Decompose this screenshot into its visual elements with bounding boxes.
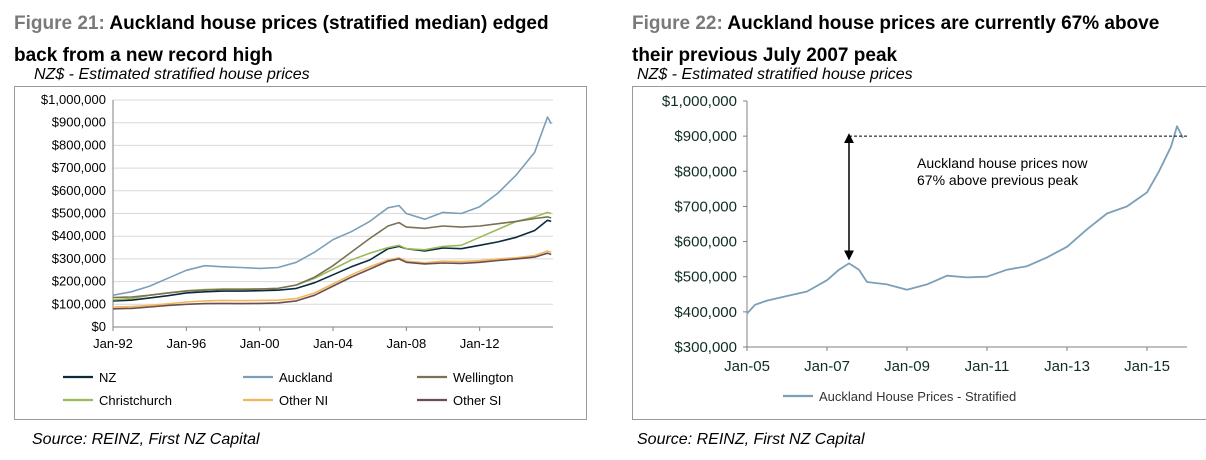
figure-22-chart: $300,000 $400,000 $500,000 $600,000 $700,000… [662,93,1187,404]
y-tick-label: $1,000,000 [662,93,737,110]
y-tick-label: $500,000 [52,206,106,221]
figure-22-number: Figure 22: [632,13,723,34]
x-tick-label: Jan-15 [1124,358,1170,375]
x-tick-label: Jan-08 [386,336,426,351]
series-line-auckland [746,125,1184,315]
legend-label-christchurch: Christchurch [99,393,172,408]
x-tick-label: Jan-11 [965,358,1010,375]
y-tick-label: $100,000 [52,296,106,311]
legend-label-auckland: Auckland House Prices - Stratified [819,389,1016,404]
y-tick-label: $0 [92,319,106,334]
y-tick-label: $900,000 [674,128,737,145]
figure-22-subtitle: NZ$ - Estimated stratified house prices [637,66,913,83]
y-tick-label: $300,000 [52,251,106,266]
x-tick-label: Jan-92 [93,336,133,351]
annotation-line-1: Auckland house prices now [917,155,1088,171]
legend-label-wellington: Wellington [453,370,513,385]
annotation-line-2: 67% above previous peak [917,172,1079,188]
y-tick-label: $400,000 [674,304,737,321]
y-tick-label: $700,000 [52,160,106,175]
figure-21-heading: Auckland house prices (stratified median… [14,13,549,66]
y-tick-label: $800,000 [52,137,106,152]
y-tick-label: $700,000 [674,198,737,215]
figure-21-chart: $0 $100,000 $200,000 $300,000 $400,000 $500,0… [41,92,553,408]
x-tick-label: Jan-96 [166,336,206,351]
x-tick-label: Jan-09 [884,358,930,375]
legend-label-other-ni: Other NI [279,393,328,408]
figure-21-source: Source: REINZ, First NZ Capital [32,431,260,448]
figure-21-subtitle: NZ$ - Estimated stratified house prices [34,66,310,83]
y-tick-label: $500,000 [674,269,737,286]
figure-21-title: Figure 21: Auckland house prices (strati… [14,8,594,72]
legend-label-nz: NZ [99,370,116,385]
series-line-wellington [112,216,552,299]
x-tick-label: Jan-04 [313,336,353,351]
y-tick-label: $800,000 [674,163,737,180]
figure-21-chart-box: $0 $100,000 $200,000 $300,000 $400,000 $500,0… [14,86,587,420]
figure-21-panel: Figure 21: Auckland house prices (strati… [0,0,600,460]
legend-label-other-si: Other SI [453,393,501,408]
x-tick-label: Jan-07 [804,358,850,375]
x-tick-label: Jan-05 [724,358,770,375]
y-tick-label: $200,000 [52,274,106,289]
x-tick-label: Jan-12 [460,336,500,351]
figure-22-heading: Auckland house prices are currently 67% … [632,13,1160,66]
figure-22-chart-box: $300,000 $400,000 $500,000 $600,000 $700,000… [632,86,1206,420]
legend-label-auckland: Auckland [279,370,332,385]
series-line-auckland [112,116,552,296]
y-tick-label: $900,000 [52,115,106,130]
figure-22-title: Figure 22: Auckland house prices are cur… [632,8,1202,72]
y-tick-label: $300,000 [674,339,737,356]
y-tick-label: $400,000 [52,228,106,243]
y-tick-label: $600,000 [674,234,737,251]
y-tick-label: $1,000,000 [41,92,106,107]
x-tick-label: Jan-00 [240,336,280,351]
x-tick-label: Jan-13 [1044,358,1090,375]
figure-22-panel: Figure 22: Auckland house prices are cur… [620,0,1206,460]
figure-21-number: Figure 21: [14,13,105,34]
series-line-other-ni [112,250,552,308]
series-line-other-si [112,252,552,310]
y-tick-label: $600,000 [52,183,106,198]
series-line-nz [112,219,552,302]
figure-22-source: Source: REINZ, First NZ Capital [637,431,865,448]
